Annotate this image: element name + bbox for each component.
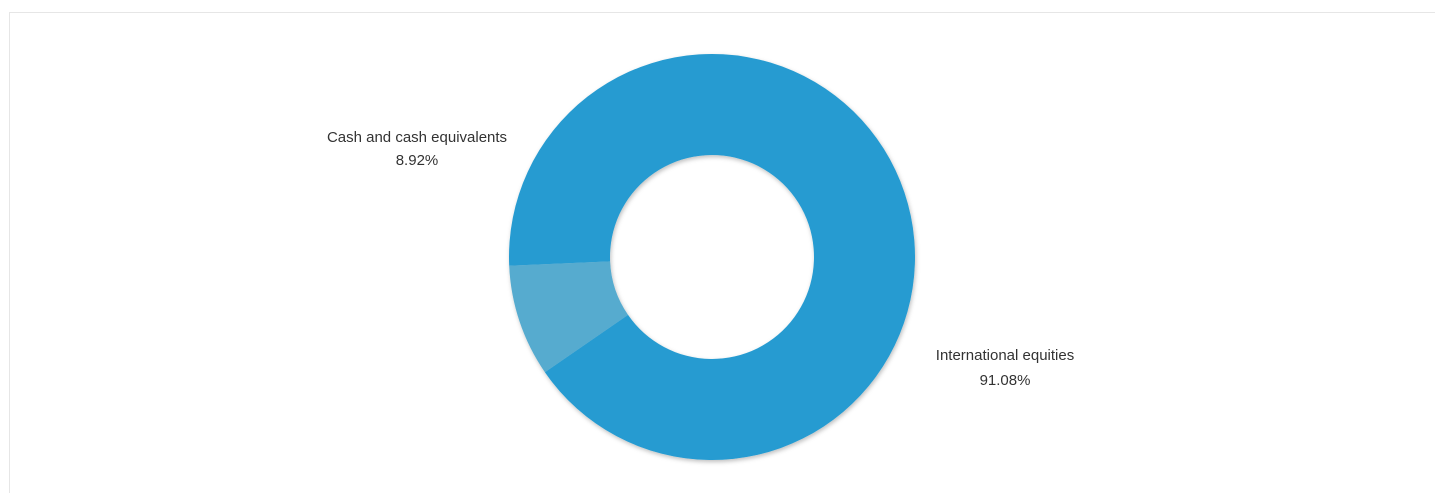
slice-value-cash-and-cash-equivalents: 8.92%: [396, 152, 439, 169]
slice-label-cash-and-cash-equivalents: Cash and cash equivalents: [327, 129, 507, 146]
chart-frame: [9, 12, 1435, 493]
slices-group: [509, 54, 915, 461]
slice-international-equities[interactable]: [509, 54, 915, 461]
slice-value-international-equities: 91.08%: [980, 372, 1031, 389]
slice-label-international-equities: International equities: [936, 347, 1074, 364]
slice-cash-and-cash-equivalents[interactable]: [509, 261, 629, 373]
